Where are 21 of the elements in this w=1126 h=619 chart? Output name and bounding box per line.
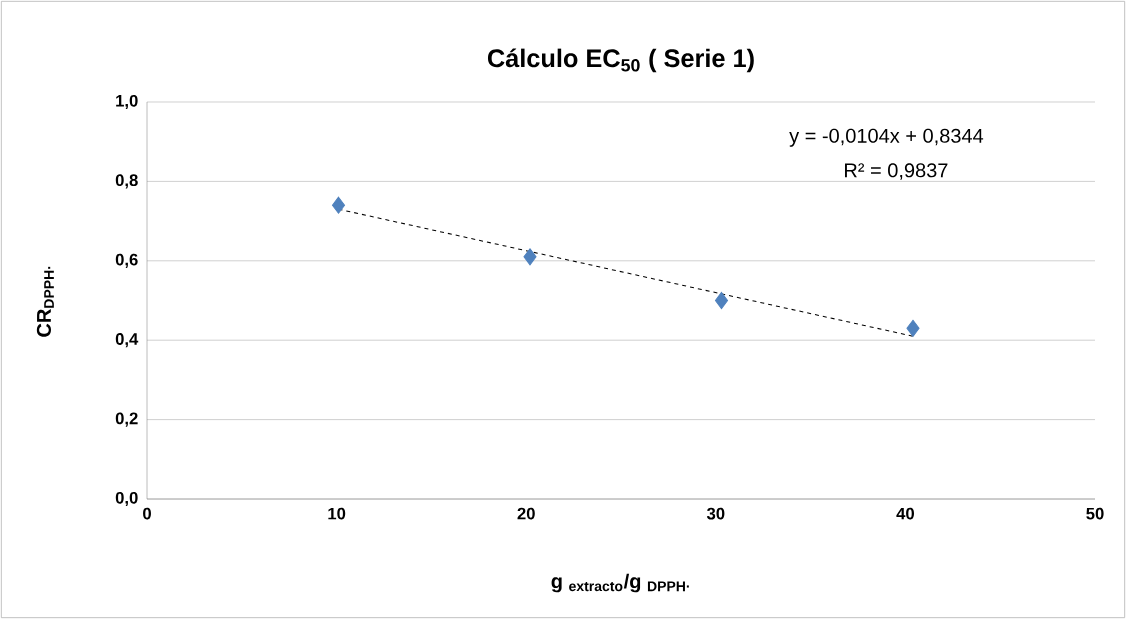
y-axis-title: CR$_{DPPH·}$ bbox=[36, 266, 54, 337]
x-tick-label: 30 bbox=[706, 507, 725, 520]
x-tick-label: 0 bbox=[143, 507, 151, 520]
point bbox=[714, 291, 729, 310]
x-tick-label: 10 bbox=[328, 507, 346, 520]
point bbox=[523, 248, 537, 266]
y-tick-label: 0,0 bbox=[115, 491, 138, 507]
x-tick-label: 40 bbox=[896, 507, 914, 520]
x-tick-label: 50 bbox=[1086, 507, 1104, 520]
y-tick-label: 0,8 bbox=[115, 174, 138, 189]
point bbox=[906, 319, 920, 337]
y-tick-label: 1,0 bbox=[116, 94, 138, 110]
point bbox=[331, 196, 346, 214]
annotation: R² = 0,9837 bbox=[845, 163, 948, 180]
y-tick-label: 0,4 bbox=[115, 333, 139, 348]
y-tick-label: 0,2 bbox=[115, 412, 138, 427]
chart-title: Cálculo EC$_{50}$ ( Serie 1) bbox=[487, 48, 754, 73]
y-tick-label: 0,6 bbox=[115, 253, 138, 268]
annotation: y = -0,0104x + 0,8344 bbox=[789, 128, 984, 147]
x-tick-label: 20 bbox=[517, 507, 535, 520]
x-axis-title: g $_{extracto}$/g $_{DPPH·}$ bbox=[551, 573, 689, 593]
